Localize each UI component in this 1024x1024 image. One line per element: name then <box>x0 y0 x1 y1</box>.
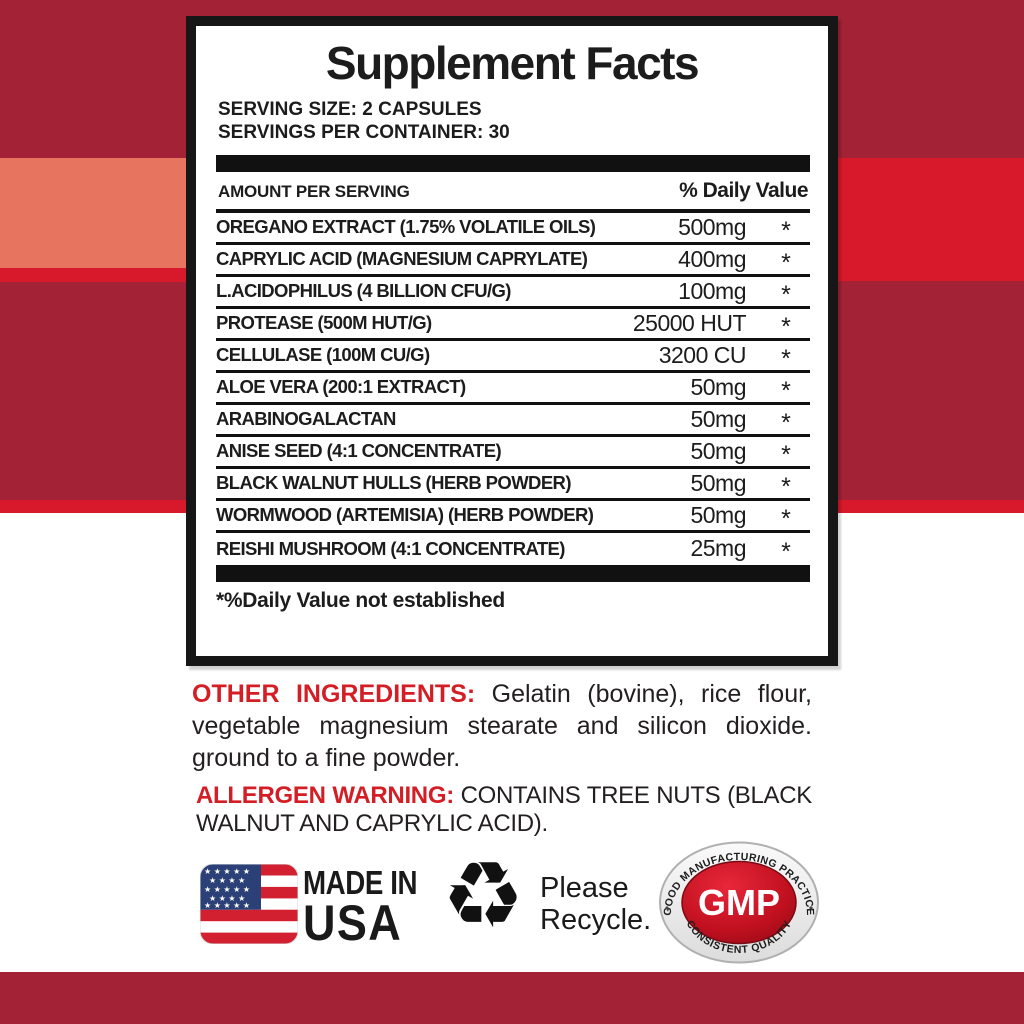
table-row: PROTEASE (500M HUT/G) 25000 HUT * <box>216 309 810 341</box>
usa-text: USA <box>303 895 403 951</box>
ingredient-name: CELLULASE (100M CU/G) <box>216 344 430 366</box>
ingredient-name: WORMWOOD (ARTEMISIA) (HERB POWDER) <box>216 504 594 526</box>
table-row: CELLULASE (100M CU/G) 3200 CU * <box>216 341 810 373</box>
please-recycle-text: Please Recycle. <box>540 872 651 937</box>
allergen-warning-line: WALNUT AND CAPRYLIC ACID). <box>196 810 548 837</box>
daily-value-header: % Daily Value <box>679 178 808 202</box>
ingredient-table: OREGANO EXTRACT (1.75% VOLATILE OILS) 50… <box>216 213 810 567</box>
usa-flag-icon: ★ ★ ★ ★ ★ ★ ★ ★ ★ ★ ★ ★ ★ ★ ★ ★ ★ ★ ★ ★ … <box>200 864 298 944</box>
ingredient-amount: 100mg <box>678 277 746 304</box>
made-in-usa-badge: MADE IN USA <box>303 866 439 948</box>
please-recycle-line: Recycle. <box>540 904 652 937</box>
table-row: REISHI MUSHROOM (4:1 CONCENTRATE) 25mg * <box>216 533 810 567</box>
please-recycle-line: Please <box>540 872 629 904</box>
other-ingredients-line: vegetable magnesium stearate and silicon… <box>192 712 812 740</box>
table-row: ANISE SEED (4:1 CONCENTRATE) 50mg * <box>216 437 810 469</box>
bottom-red-band <box>0 972 1024 1024</box>
ingredient-daily-value: * <box>781 280 791 309</box>
ingredient-name: CAPRYLIC ACID (MAGNESIUM CAPRYLATE) <box>216 248 588 270</box>
table-header: AMOUNT PER SERVING % Daily Value <box>218 179 808 203</box>
ingredient-name: ARABINOGALACTAN <box>216 408 396 430</box>
amount-per-serving-header: AMOUNT PER SERVING <box>218 181 410 201</box>
ingredient-name: OREGANO EXTRACT (1.75% VOLATILE OILS) <box>216 216 596 238</box>
ingredient-amount: 25000 HUT <box>632 309 747 336</box>
panel-title: Supplement Facts <box>325 37 700 89</box>
ingredient-amount: 50mg <box>690 437 746 464</box>
right-bright-red-band <box>838 158 1024 281</box>
allergen-warning-label: ALLERGEN WARNING: <box>196 782 454 809</box>
table-row: ARABINOGALACTAN 50mg * <box>216 405 810 437</box>
serving-size: SERVING SIZE: 2 CAPSULES <box>218 98 482 120</box>
ingredient-daily-value: * <box>781 504 791 533</box>
left-bright-red-stripe <box>0 268 188 282</box>
ingredient-amount: 50mg <box>690 373 746 400</box>
ingredient-daily-value: * <box>781 376 791 405</box>
ingredient-daily-value: * <box>781 248 791 277</box>
allergen-warning-paragraph: ALLERGEN WARNING: CONTAINS TREE NUTS (BL… <box>196 782 812 838</box>
allergen-warning-text: CONTAINS TREE NUTS (BLACK <box>453 782 813 809</box>
thick-divider-bar <box>216 564 810 582</box>
other-ingredients-line: OTHER INGREDIENTS: Gelatin (bovine), ric… <box>192 678 812 710</box>
table-row: ALOE VERA (200:1 EXTRACT) 50mg * <box>216 373 810 405</box>
salmon-band <box>0 158 188 268</box>
ingredient-daily-value: * <box>781 440 791 469</box>
supplement-facts-panel: Supplement Facts SERVING SIZE: 2 CAPSULE… <box>186 16 838 666</box>
made-in-text: MADE IN <box>303 864 418 901</box>
ingredient-name: BLACK WALNUT HULLS (HERB POWDER) <box>216 472 571 494</box>
gmp-center-text: GMP <box>698 882 780 923</box>
svg-text:★ ★ ★ ★: ★ ★ ★ ★ <box>209 894 245 903</box>
other-ingredients-line: ground to a fine powder. <box>192 744 461 772</box>
ingredient-name: PROTEASE (500M HUT/G) <box>216 312 432 334</box>
ingredient-name: L.ACIDOPHILUS (4 BILLION CFU/G) <box>216 280 511 302</box>
svg-text:★ ★ ★ ★: ★ ★ ★ ★ <box>209 876 245 885</box>
thick-divider-bar <box>216 154 810 172</box>
ingredient-daily-value: * <box>781 312 791 341</box>
table-row: OREGANO EXTRACT (1.75% VOLATILE OILS) 50… <box>216 213 810 245</box>
ingredient-daily-value: * <box>781 472 791 501</box>
other-ingredients-label: OTHER INGREDIENTS: <box>192 680 476 708</box>
gmp-badge: GMP GOOD MANUFACTURING PRACTICE CONSISTE… <box>659 841 819 964</box>
serving-info: SERVING SIZE: 2 CAPSULES SERVINGS PER CO… <box>212 98 812 144</box>
daily-value-footnote: *%Daily Value not established <box>216 588 505 612</box>
ingredient-amount: 25mg <box>690 535 746 562</box>
ingredient-daily-value: * <box>781 216 791 245</box>
ingredient-daily-value: * <box>781 408 791 437</box>
allergen-warning-line: ALLERGEN WARNING: CONTAINS TREE NUTS (BL… <box>196 782 812 810</box>
ingredient-daily-value: * <box>781 538 791 567</box>
table-row: BLACK WALNUT HULLS (HERB POWDER) 50mg * <box>216 469 810 501</box>
other-ingredients-paragraph: OTHER INGREDIENTS: Gelatin (bovine), ric… <box>192 678 812 774</box>
ingredient-amount: 50mg <box>690 405 746 432</box>
svg-text:★ ★ ★ ★ ★: ★ ★ ★ ★ ★ <box>204 901 250 910</box>
other-ingredients-text: Gelatin (bovine), rice flour, <box>475 680 812 708</box>
table-row: CAPRYLIC ACID (MAGNESIUM CAPRYLATE) 400m… <box>216 245 810 277</box>
ingredient-name: REISHI MUSHROOM (4:1 CONCENTRATE) <box>216 537 565 559</box>
ingredient-amount: 50mg <box>690 469 746 496</box>
ingredient-amount: 50mg <box>690 501 746 528</box>
svg-text:★ ★ ★ ★ ★: ★ ★ ★ ★ ★ <box>204 867 250 876</box>
ingredient-amount: 3200 CU <box>658 341 747 368</box>
ingredient-amount: 500mg <box>678 213 746 240</box>
table-row: L.ACIDOPHILUS (4 BILLION CFU/G) 100mg * <box>216 277 810 309</box>
ingredient-name: ALOE VERA (200:1 EXTRACT) <box>216 376 466 398</box>
svg-text:★ ★ ★ ★ ★: ★ ★ ★ ★ ★ <box>204 885 250 894</box>
header-underline <box>216 208 810 213</box>
servings-per-container: SERVINGS PER CONTAINER: 30 <box>218 121 510 143</box>
table-row: WORMWOOD (ARTEMISIA) (HERB POWDER) 50mg … <box>216 501 810 533</box>
ingredient-name: ANISE SEED (4:1 CONCENTRATE) <box>216 440 502 462</box>
ingredient-amount: 400mg <box>678 245 746 272</box>
ingredient-daily-value: * <box>781 344 791 373</box>
recycle-icon: ♻︎ <box>442 842 525 949</box>
